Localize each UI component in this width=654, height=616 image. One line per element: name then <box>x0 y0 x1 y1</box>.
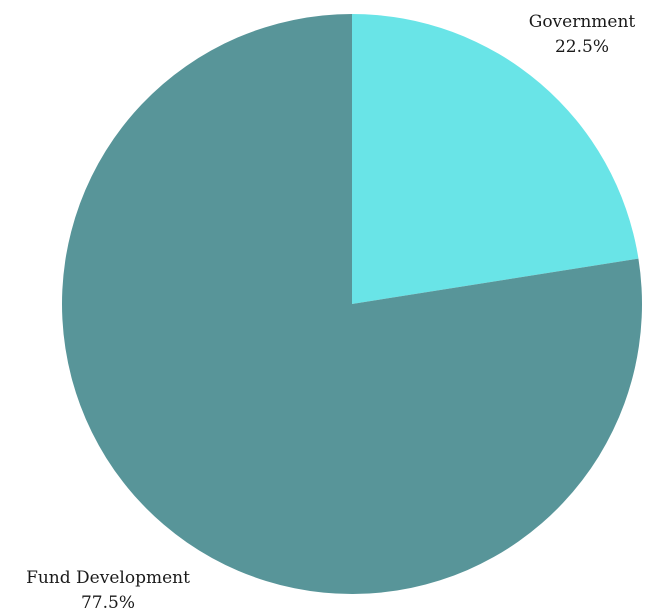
slice-percent-government: 22.5% <box>555 37 609 57</box>
pie-slice-fund-development <box>62 14 643 594</box>
pie-slice-government <box>352 13 639 304</box>
slice-label-government: Government <box>529 12 636 32</box>
pie-labels: Government 22.5% Fund Development 77.5% <box>26 12 635 613</box>
slice-label-fund-development: Fund Development <box>26 568 190 588</box>
pie-slices <box>62 13 643 594</box>
slice-percent-fund-development: 77.5% <box>81 593 135 613</box>
